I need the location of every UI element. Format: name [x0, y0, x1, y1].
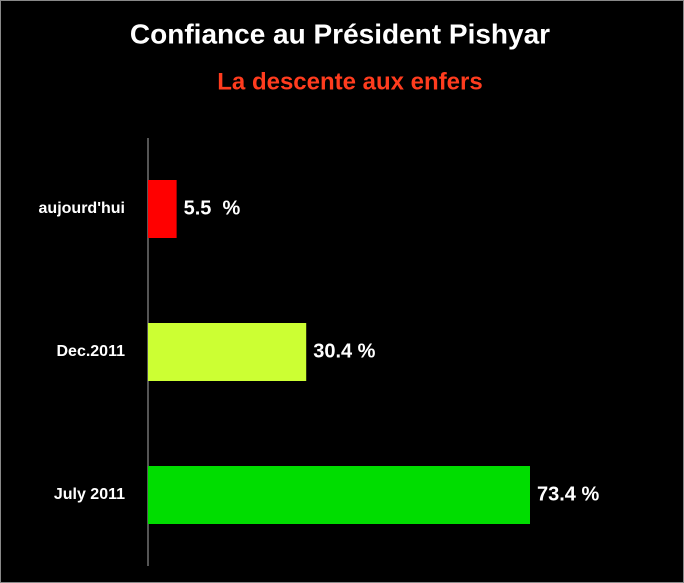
- value-label: 5.5 %: [184, 197, 241, 219]
- value-label: 30.4 %: [313, 340, 375, 362]
- y-tick-label: July 2011: [54, 486, 125, 503]
- bar: [148, 323, 307, 381]
- y-tick-label: Dec.2011: [56, 343, 125, 360]
- value-label: 73.4 %: [537, 483, 599, 505]
- chart-subtitle: La descente aux enfers: [217, 68, 482, 95]
- bar: [148, 466, 530, 524]
- chart-title: Confiance au Président Pishyar: [130, 18, 550, 49]
- y-tick-label: aujourd'hui: [39, 200, 125, 217]
- bar: [148, 180, 177, 238]
